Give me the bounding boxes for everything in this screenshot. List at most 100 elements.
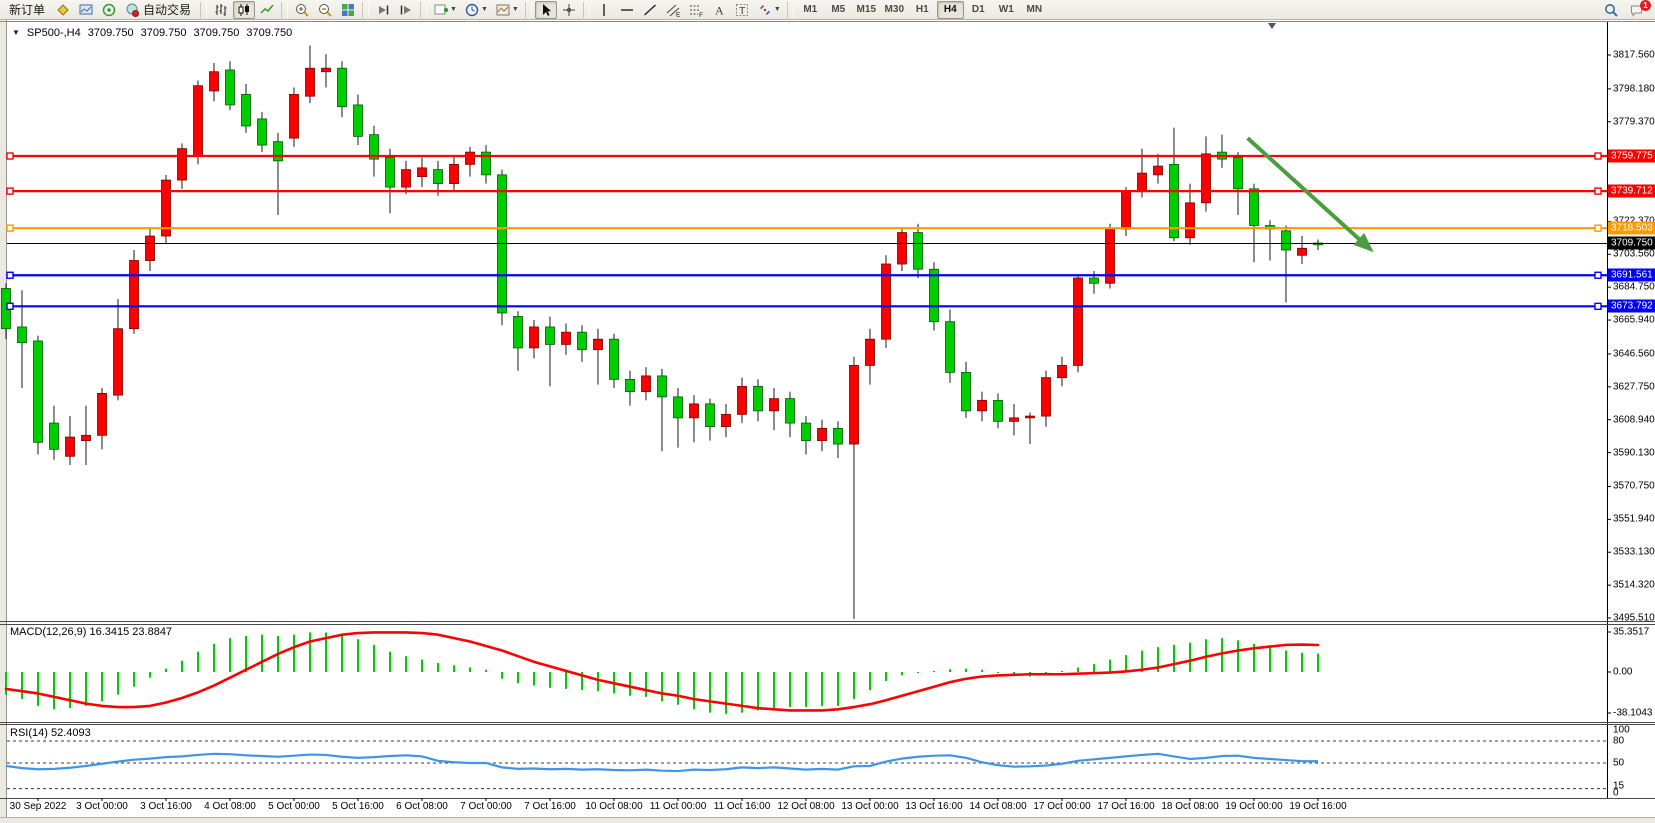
date-label: 14 Oct 08:00 (969, 801, 1027, 812)
auto-trading-button[interactable]: 自动交易 (121, 1, 197, 19)
templates-icon[interactable]: ▼ (492, 1, 522, 19)
candle-bull (817, 427, 827, 441)
new-order-button[interactable]: 新订单 (9, 3, 46, 17)
timeframe-h4-button[interactable]: H4 (936, 0, 964, 19)
periods-icon[interactable]: ▼ (461, 1, 491, 19)
support-line-1-handle[interactable] (6, 271, 14, 279)
candle-bull (689, 403, 699, 419)
fibonacci-icon[interactable]: F (685, 1, 707, 19)
candle-bull (1073, 277, 1083, 366)
signal-icon[interactable] (98, 1, 120, 19)
date-label: 12 Oct 08:00 (777, 801, 835, 812)
zoom-out-icon[interactable] (314, 1, 336, 19)
candle-bear (673, 396, 683, 419)
candle-bull (417, 167, 427, 178)
candle-bull (1041, 377, 1051, 417)
candle-bull (881, 263, 891, 340)
notification-badge: 1 (1640, 0, 1651, 11)
indicators-icon[interactable]: ▼ (430, 1, 460, 19)
collapse-icon[interactable]: ▼ (12, 28, 20, 37)
price-tag-3691.561: 3691.561 (1608, 268, 1655, 282)
macd-signal-line (4, 631, 1320, 712)
notifications-icon[interactable]: 1 (1626, 0, 1651, 19)
date-label: 11 Oct 16:00 (713, 801, 771, 812)
timeframe-d1-button[interactable]: D1 (971, 4, 985, 15)
candle-bear (1281, 230, 1291, 251)
candlestick-chart-icon[interactable] (233, 0, 256, 19)
candle-bear (33, 340, 43, 443)
trend-arrow-head (1353, 232, 1374, 253)
zoom-in-icon[interactable] (291, 1, 313, 19)
toolbar-separator (786, 1, 794, 18)
chart-shift-icon[interactable] (395, 1, 417, 19)
candle-bear (1233, 156, 1243, 190)
resistance-line-1-handle[interactable] (6, 152, 14, 160)
status-bar (0, 817, 1655, 823)
toolbar-separator (200, 1, 208, 18)
timeframe-mn-button[interactable]: MN (1026, 4, 1043, 15)
support-line-1-handle[interactable] (1594, 271, 1602, 279)
timeframe-m5-button[interactable]: M5 (831, 4, 846, 15)
text-label-icon[interactable]: T (731, 1, 753, 19)
candle-bull (561, 331, 571, 345)
pivot-line-handle[interactable] (6, 224, 14, 232)
candle-bear (49, 422, 59, 450)
candle-bear (481, 151, 491, 176)
candle-bull (289, 94, 299, 139)
candle-bull (1297, 247, 1307, 256)
support-line-2-handle[interactable] (6, 302, 14, 311)
price-axis-tick: 3722.370 (1613, 216, 1655, 227)
date-label: 3 Oct 00:00 (76, 801, 128, 812)
window-left-frame (0, 20, 7, 823)
toolbar-separator (281, 1, 289, 18)
market-watch-icon[interactable] (75, 1, 97, 19)
timeframe-h1-button[interactable]: H1 (915, 4, 929, 15)
date-label: 11 Oct 00:00 (649, 801, 707, 812)
candle-bear (625, 378, 635, 393)
trendline-icon[interactable] (639, 1, 661, 19)
arrows-icon[interactable]: ▼ (754, 1, 784, 19)
date-label: 17 Oct 16:00 (1097, 801, 1155, 812)
symbol-period-label: SP500-,H4 (26, 27, 81, 39)
equidistant-channel-icon[interactable]: E (662, 1, 684, 19)
candle-bull (1121, 190, 1131, 230)
candle-bear (753, 385, 763, 412)
price-axis-tick: 3627.750 (1613, 381, 1655, 393)
auto-scroll-icon[interactable] (372, 1, 394, 19)
vertical-line-icon[interactable] (593, 1, 615, 19)
bar-chart-icon[interactable] (210, 1, 232, 19)
tile-windows-icon[interactable] (337, 1, 359, 19)
timeframe-m1-button[interactable]: M1 (803, 4, 818, 15)
text-icon[interactable]: A (708, 1, 730, 19)
close-value: 3709.750 (246, 27, 293, 39)
support-line-2-handle[interactable] (1594, 302, 1602, 311)
metaeditor-icon[interactable] (52, 1, 74, 19)
price-axis-tick: 3551.940 (1613, 513, 1655, 525)
pivot-line-handle[interactable] (1594, 224, 1602, 232)
svg-text:T: T (739, 5, 746, 17)
candle-bear (577, 331, 587, 351)
timeframe-m15-button[interactable]: M15 (856, 4, 876, 15)
toolbar-separator (420, 1, 428, 18)
search-icon[interactable] (1600, 1, 1622, 19)
candle-bull (1025, 415, 1035, 419)
date-label: 30 Sep 2022 (9, 801, 67, 812)
date-label: 19 Oct 16:00 (1289, 801, 1347, 812)
candle-bull (865, 338, 875, 366)
price-axis-tick: 3533.130 (1613, 546, 1655, 558)
candle-bear (1169, 163, 1179, 239)
crosshair-icon[interactable] (558, 1, 580, 19)
candle-bear (961, 371, 971, 412)
timeframe-w1-button[interactable]: W1 (998, 4, 1014, 15)
resistance-line-1-handle[interactable] (1594, 152, 1602, 160)
price-tag-3709.750: 3709.750 (1608, 236, 1655, 250)
resistance-line-2-handle[interactable] (1594, 187, 1602, 195)
line-chart-icon[interactable] (256, 1, 278, 19)
price-axis-tick: 3798.180 (1613, 83, 1655, 95)
timeframe-m30-button[interactable]: M30 (884, 4, 904, 15)
cursor-icon[interactable] (534, 0, 557, 19)
horizontal-line-icon[interactable] (616, 1, 638, 19)
candle-bear (385, 156, 395, 188)
resistance-line-2-handle[interactable] (6, 187, 14, 195)
